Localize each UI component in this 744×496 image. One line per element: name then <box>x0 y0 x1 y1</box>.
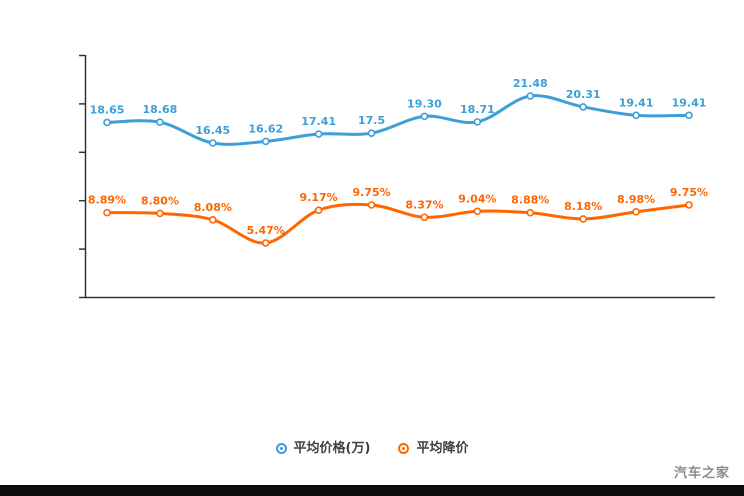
svg-text:8.80%: 8.80% <box>141 194 179 207</box>
svg-text:21.48: 21.48 <box>513 77 548 90</box>
legend-marker-orange-icon <box>398 443 410 454</box>
legend-item-average-price[interactable]: 平均价格(万) <box>275 441 371 456</box>
svg-text:16.45: 16.45 <box>195 124 230 137</box>
chart-area: 18.65 18.68 16.45 16.62 17.41 17.5 19.30 18.71 2… <box>79 54 715 299</box>
svg-text:8.89%: 8.89% <box>88 194 126 207</box>
price-trend-chart: 18.65 18.68 16.45 16.62 17.41 17.5 19.30 18.71 2… <box>79 54 715 299</box>
svg-text:8.98%: 8.98% <box>617 193 655 206</box>
svg-text:5.47%: 5.47% <box>247 224 285 237</box>
svg-text:19.41: 19.41 <box>619 96 654 109</box>
svg-text:9.04%: 9.04% <box>458 192 496 205</box>
svg-text:9.17%: 9.17% <box>300 191 338 204</box>
legend-marker-blue-icon <box>275 443 287 454</box>
svg-text:9.75%: 9.75% <box>352 186 390 199</box>
legend-label-average-discount: 平均降价 <box>416 441 469 456</box>
svg-text:8.88%: 8.88% <box>511 194 549 207</box>
svg-text:9.75%: 9.75% <box>670 186 708 199</box>
chart-legend: 平均价格(万) 平均降价 <box>0 442 744 455</box>
svg-text:16.62: 16.62 <box>248 122 283 135</box>
svg-text:20.31: 20.31 <box>566 88 601 101</box>
watermark-autohome: 汽车之家 <box>673 466 730 481</box>
svg-text:8.18%: 8.18% <box>564 200 602 213</box>
svg-text:17.41: 17.41 <box>301 115 336 128</box>
svg-text:18.65: 18.65 <box>90 103 125 116</box>
svg-text:18.71: 18.71 <box>460 103 495 116</box>
svg-text:8.08%: 8.08% <box>194 201 232 214</box>
svg-text:17.5: 17.5 <box>358 114 385 127</box>
svg-text:18.68: 18.68 <box>143 103 178 116</box>
footer-bar <box>0 485 744 496</box>
legend-item-average-discount[interactable]: 平均降价 <box>398 442 468 455</box>
legend-label-average-price: 平均价格(万) <box>293 441 371 456</box>
svg-text:19.41: 19.41 <box>672 96 707 109</box>
svg-text:8.37%: 8.37% <box>405 198 443 211</box>
svg-text:19.30: 19.30 <box>407 97 442 110</box>
